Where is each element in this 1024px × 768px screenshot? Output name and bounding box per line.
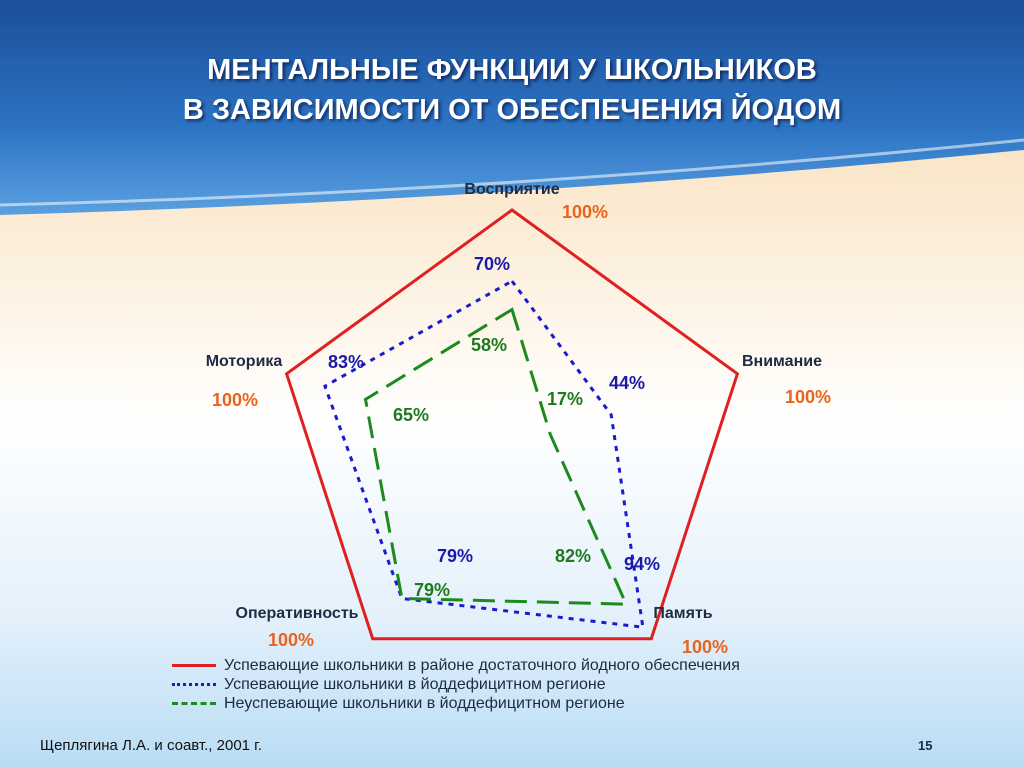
data-label-deficient-unsuccessful: 79% (414, 580, 450, 600)
series-dashed-polygon (363, 307, 629, 606)
axis-label: Оперативность (236, 605, 359, 622)
slide-number: 15 (918, 738, 933, 753)
axis-label: Память (653, 605, 712, 622)
data-label-reference: 100% (562, 202, 608, 222)
data-label-deficient-unsuccessful: 82% (555, 546, 591, 566)
data-label-deficient-unsuccessful: 17% (547, 389, 583, 409)
legend-label: Успевающие школьники в йоддефицитном рег… (224, 675, 606, 693)
title-banner (0, 0, 1024, 215)
legend-swatch-dotted (172, 683, 216, 686)
legend-item-deficient-successful: Успевающие школьники в йоддефицитном рег… (172, 675, 740, 694)
legend-swatch-dashed (172, 702, 216, 705)
data-label-reference: 100% (268, 630, 314, 650)
axis-label: Внимание (742, 353, 822, 370)
data-label-reference: 100% (682, 637, 728, 657)
title-line-2: В ЗАВИСИМОСТИ ОТ ОБЕСПЕЧЕНИЯ ЙОДОМ (182, 94, 842, 126)
axis-label: Моторика (206, 353, 283, 370)
legend-label: Неуспевающие школьники в йоддефицитном р… (224, 694, 625, 712)
series-dotted-polygon (323, 279, 645, 629)
data-label-deficient-successful: 83% (328, 352, 364, 372)
legend-item-deficient-unsuccessful: Неуспевающие школьники в йоддефицитном р… (172, 694, 740, 713)
source-citation: Щеплягина Л.А. и соавт., 2001 г. (40, 737, 262, 754)
series-solid-polygon (284, 208, 740, 641)
data-label-deficient-unsuccessful: 65% (393, 405, 429, 425)
data-label-deficient-unsuccessful: 58% (471, 335, 507, 355)
axis-label: Восприятие (464, 181, 559, 198)
legend-label: Успевающие школьники в районе достаточно… (224, 656, 740, 674)
data-label-deficient-successful: 44% (609, 373, 645, 393)
data-label-deficient-successful: 94% (624, 554, 660, 574)
data-label-deficient-successful: 70% (474, 254, 510, 274)
legend-item-reference: Успевающие школьники в районе достаточно… (172, 656, 740, 675)
slide-title: МЕНТАЛЬНЫЕ ФУНКЦИИ У ШКОЛЬНИКОВ В ЗАВИСИ… (0, 50, 1024, 130)
data-label-reference: 100% (212, 390, 258, 410)
chart-legend: Успевающие школьники в районе достаточно… (172, 656, 740, 713)
data-label-reference: 100% (785, 387, 831, 407)
data-label-deficient-successful: 79% (437, 546, 473, 566)
title-line-1: МЕНТАЛЬНЫЕ ФУНКЦИИ У ШКОЛЬНИКОВ (207, 54, 817, 86)
legend-swatch-solid (172, 664, 216, 667)
